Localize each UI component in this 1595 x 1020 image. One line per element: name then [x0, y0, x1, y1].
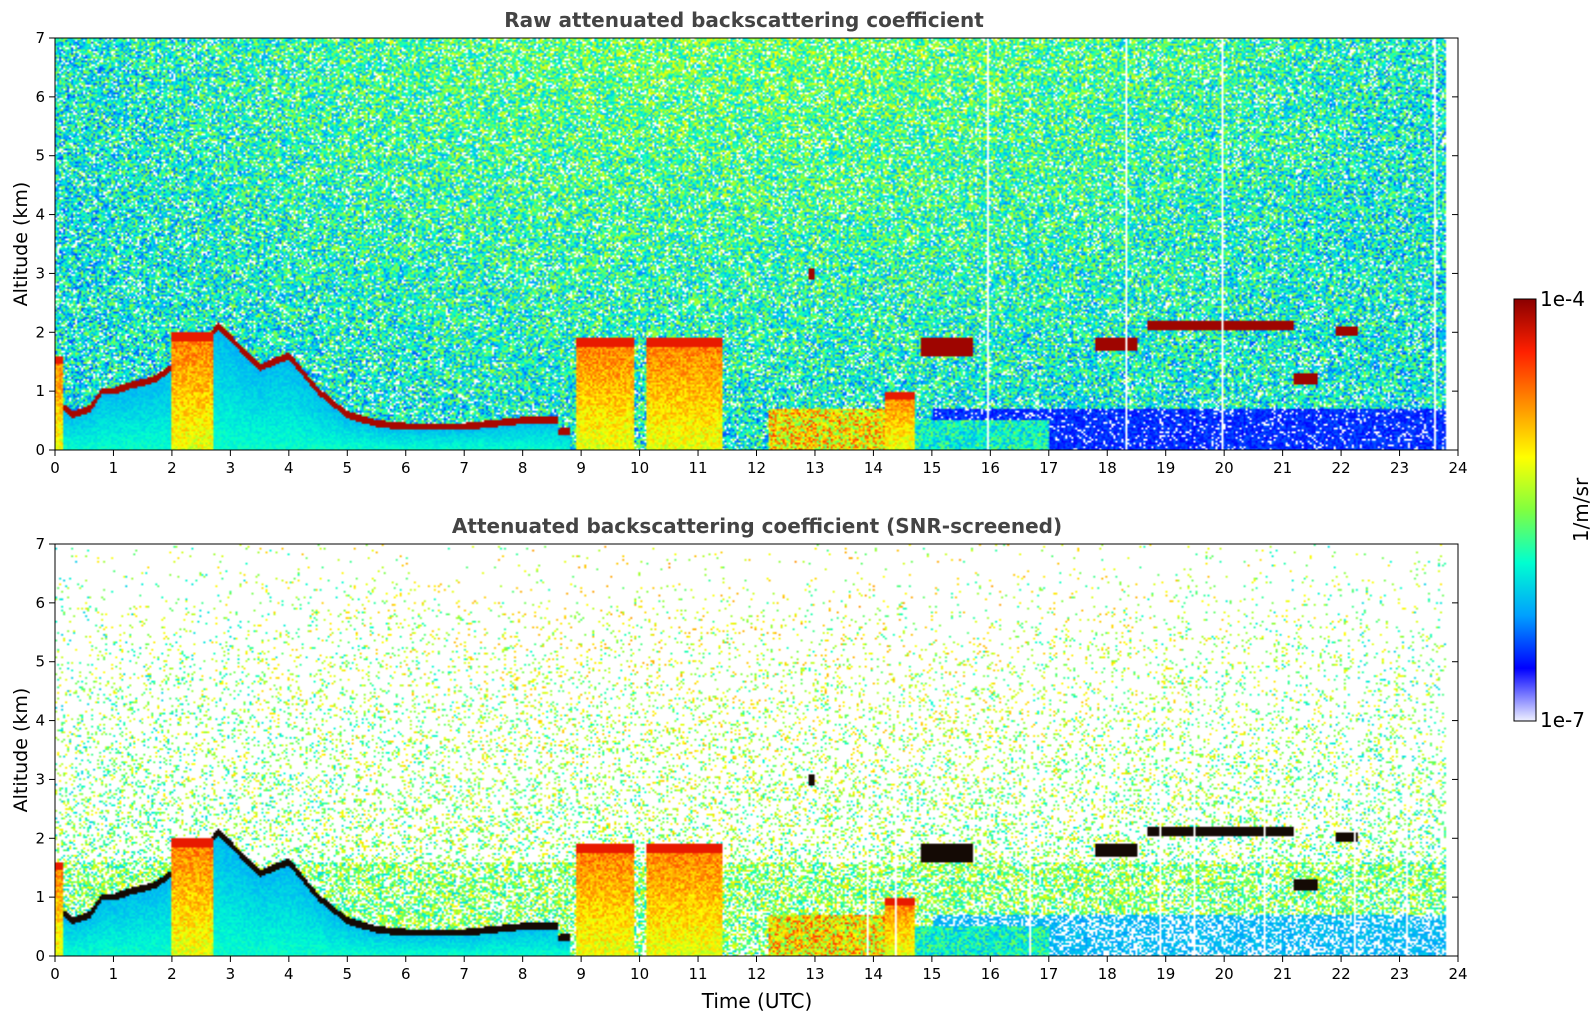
x-tick-label: 13: [805, 965, 824, 983]
x-tick-label: 13: [805, 459, 824, 477]
colorbar-min-label: 1e-7: [1540, 708, 1585, 732]
panel-title-raw: Raw attenuated backscattering coefficien…: [504, 8, 984, 32]
x-tick-label: 17: [1039, 459, 1058, 477]
x-axis-label: Time (UTC): [701, 989, 813, 1013]
x-tick-label: 3: [226, 965, 236, 983]
x-tick-label: 21: [1273, 965, 1292, 983]
x-tick-label: 15: [922, 965, 941, 983]
x-tick-label: 10: [630, 965, 649, 983]
y-tick-label: 0: [35, 441, 45, 459]
y-tick-label: 6: [35, 594, 45, 612]
x-tick-label: 6: [401, 965, 411, 983]
x-axis-snr: 0 1 2 3 4 5 6 7 8 9 10 11 12 13 14 15 16 17 18 19 20 21 22 23 24: [50, 956, 1468, 983]
y-axis-snr: 0 1 2 3 4 5 6 7: [35, 535, 1458, 965]
x-tick-label: 1: [109, 459, 119, 477]
colorbar-max-label: 1e-4: [1540, 287, 1585, 311]
x-tick-label: 8: [518, 965, 528, 983]
x-tick-label: 11: [688, 459, 707, 477]
x-tick-label: 0: [50, 965, 60, 983]
x-tick-label: 11: [688, 965, 707, 983]
y-axis-label-snr: Altitude (km): [10, 688, 32, 813]
x-tick-label: 9: [576, 965, 586, 983]
y-tick-label: 7: [35, 535, 45, 553]
y-tick-label: 0: [35, 947, 45, 965]
y-tick-label: 5: [35, 147, 45, 165]
raw-backscatter-panel: Raw attenuated backscattering coefficien…: [10, 8, 1468, 477]
x-tick-label: 2: [167, 459, 177, 477]
x-tick-label: 7: [459, 459, 469, 477]
y-tick-label: 4: [35, 206, 45, 224]
x-tick-label: 24: [1448, 965, 1467, 983]
x-tick-label: 5: [343, 459, 353, 477]
x-tick-label: 7: [459, 965, 469, 983]
x-tick-label: 14: [864, 965, 883, 983]
x-tick-label: 12: [747, 965, 766, 983]
x-tick-label: 0: [50, 459, 60, 477]
x-tick-label: 9: [576, 459, 586, 477]
x-tick-label: 23: [1390, 965, 1409, 983]
raw-backscatter-heatmap: [55, 38, 1458, 450]
snr-screened-heatmap: [55, 544, 1458, 956]
x-tick-label: 21: [1273, 459, 1292, 477]
colorbar: 1e-4 1e-7 1/m/sr: [1513, 287, 1593, 732]
x-tick-label: 15: [922, 459, 941, 477]
x-tick-label: 24: [1448, 459, 1467, 477]
x-tick-label: 20: [1215, 459, 1234, 477]
y-tick-label: 3: [35, 264, 45, 282]
y-tick-label: 4: [35, 712, 45, 730]
y-tick-label: 6: [35, 88, 45, 106]
colorbar-gradient: [1513, 298, 1537, 722]
x-tick-label: 14: [864, 459, 883, 477]
y-tick-label: 1: [35, 382, 45, 400]
x-tick-label: 18: [1098, 459, 1117, 477]
x-tick-label: 4: [284, 459, 294, 477]
snr-screened-panel: Attenuated backscattering coefficient (S…: [10, 514, 1468, 1013]
colorbar-unit-label: 1/m/sr: [1569, 477, 1593, 542]
x-tick-label: 8: [518, 459, 528, 477]
y-tick-label: 2: [35, 829, 45, 847]
y-axis-label-raw: Altitude (km): [10, 182, 32, 307]
x-tick-label: 22: [1332, 459, 1351, 477]
x-tick-label: 5: [343, 965, 353, 983]
y-axis-raw: 0 1 2 3 4 5 6 7: [35, 29, 1458, 459]
x-tick-label: 22: [1332, 965, 1351, 983]
panel-title-snr: Attenuated backscattering coefficient (S…: [452, 514, 1062, 538]
x-tick-label: 20: [1215, 965, 1234, 983]
x-tick-label: 2: [167, 965, 177, 983]
y-tick-label: 5: [35, 653, 45, 671]
y-tick-label: 3: [35, 770, 45, 788]
x-tick-label: 4: [284, 965, 294, 983]
x-tick-label: 17: [1039, 965, 1058, 983]
x-axis-raw: 0 1 2 3 4 5 6 7 8 9 10 11 12 13 14 15 16 17 18 19 20 21 22 23 24: [50, 450, 1468, 477]
y-tick-label: 1: [35, 888, 45, 906]
x-tick-label: 6: [401, 459, 411, 477]
x-tick-label: 16: [981, 459, 1000, 477]
x-tick-label: 16: [981, 965, 1000, 983]
x-tick-label: 3: [226, 459, 236, 477]
x-tick-label: 10: [630, 459, 649, 477]
y-tick-label: 7: [35, 29, 45, 47]
x-tick-label: 18: [1098, 965, 1117, 983]
x-tick-label: 23: [1390, 459, 1409, 477]
x-tick-label: 1: [109, 965, 119, 983]
x-tick-label: 12: [747, 459, 766, 477]
x-tick-label: 19: [1156, 459, 1175, 477]
x-tick-label: 19: [1156, 965, 1175, 983]
y-tick-label: 2: [35, 323, 45, 341]
